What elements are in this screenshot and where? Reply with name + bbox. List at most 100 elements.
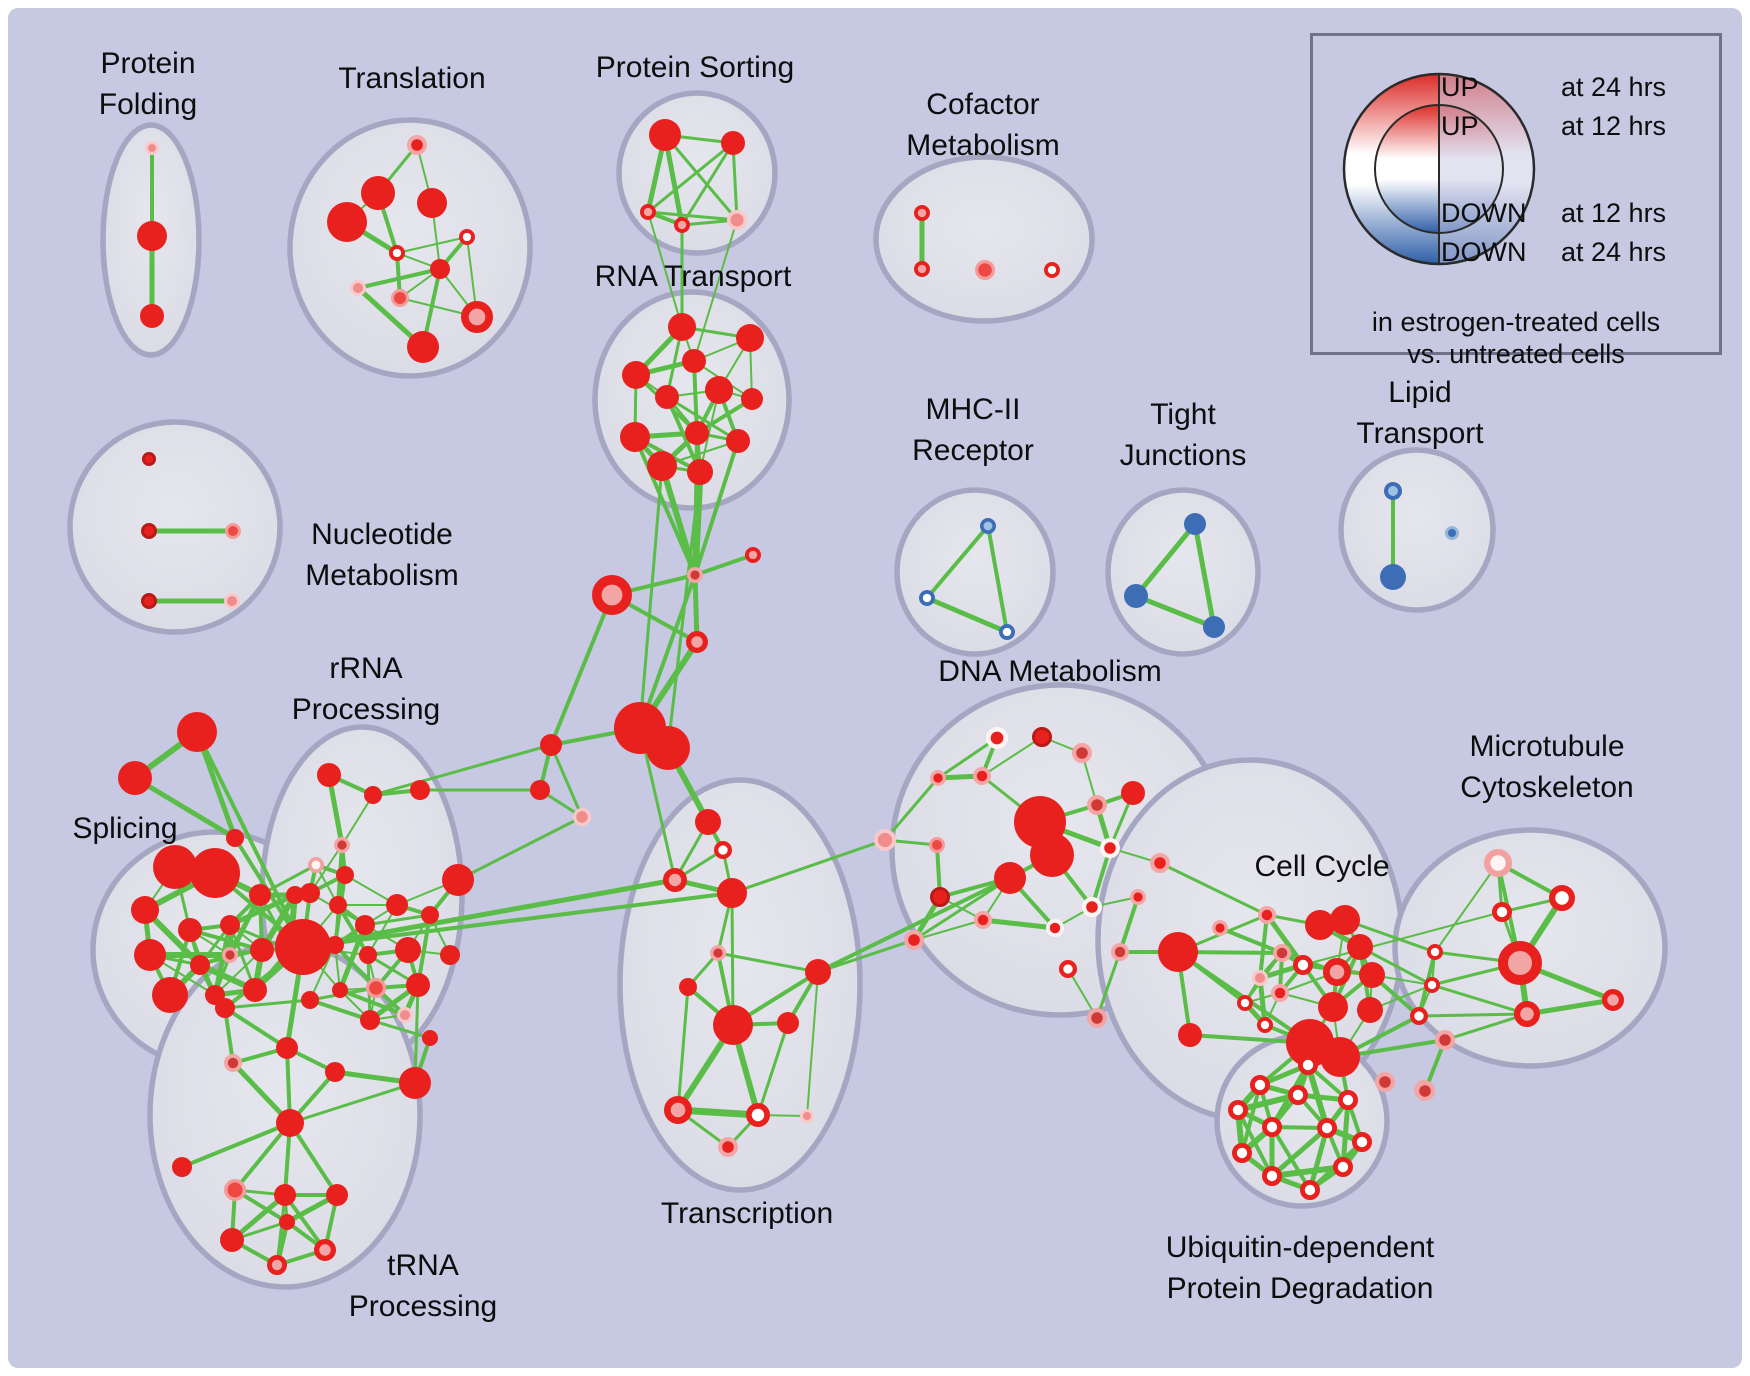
edge — [288, 1121, 339, 1197]
node-tx2 — [713, 840, 732, 859]
node-tr2 — [118, 761, 152, 795]
cluster-label-tj: Tight — [1150, 398, 1216, 431]
node-rt7 — [741, 388, 763, 410]
edge — [308, 998, 372, 1022]
edge — [1307, 1125, 1330, 1193]
node-cc19 — [1424, 976, 1441, 993]
node-rt8 — [620, 422, 650, 452]
edge — [1090, 846, 1112, 909]
legend-dir-up24: UP — [1441, 72, 1479, 102]
node-cc14 — [1318, 992, 1348, 1022]
node-rt6 — [655, 385, 679, 409]
node-dn17 — [1130, 888, 1147, 905]
node-sp13 — [243, 978, 267, 1002]
legend-time-down24: at 24 hrs — [1561, 237, 1667, 267]
edge — [665, 395, 740, 443]
node-tn8 — [274, 1184, 296, 1206]
legend-dir-up12: UP — [1441, 111, 1479, 141]
node-rr3 — [410, 780, 430, 800]
node-tj3 — [1203, 616, 1225, 638]
node-rt3 — [622, 361, 650, 389]
node-lp2 — [1445, 526, 1459, 540]
edge — [924, 595, 1010, 635]
node-dn2 — [1032, 727, 1052, 747]
node-cc3 — [1293, 955, 1314, 976]
node-tx14 — [717, 1136, 738, 1157]
legend-dir-down12: DOWN — [1441, 198, 1527, 228]
node-mt3 — [1492, 902, 1513, 923]
cluster-ellipse-tx — [617, 777, 863, 1193]
edge — [692, 572, 700, 645]
cluster-ellipse-cf — [873, 154, 1095, 324]
edge — [680, 141, 735, 227]
node-tx9 — [713, 1005, 753, 1045]
legend-time-up12: at 12 hrs — [1561, 111, 1667, 141]
edge — [981, 736, 1043, 777]
node-rt9 — [685, 421, 709, 445]
node-sp4 — [178, 918, 202, 942]
edge — [1417, 1012, 1529, 1018]
node-dn18 — [1111, 943, 1130, 962]
edge — [371, 743, 553, 797]
node-sp1 — [153, 845, 197, 889]
node-rrH — [275, 919, 331, 975]
cluster-label-lp: Transport — [1356, 417, 1484, 450]
node-lp1 — [1384, 481, 1403, 500]
node-tl9 — [391, 289, 409, 307]
node-cn3 — [573, 808, 592, 827]
node-tx1 — [695, 809, 721, 835]
node-cc1 — [1258, 906, 1277, 925]
node-rr4 — [333, 836, 350, 853]
node-ub11 — [1300, 1180, 1321, 1201]
node-cc20 — [1410, 1006, 1429, 1025]
legend-dir-down24: DOWN — [1441, 237, 1527, 267]
edge — [936, 736, 999, 780]
node-tx10 — [777, 1012, 799, 1034]
node-rt2 — [736, 324, 764, 352]
edge — [1524, 997, 1616, 1017]
node-tn12 — [266, 1255, 287, 1276]
cluster-ellipse-tj — [1105, 487, 1261, 657]
cluster-label-rt: RNA Transport — [595, 260, 792, 293]
edge — [1118, 895, 1140, 954]
cluster-ellipse-lp — [1338, 447, 1496, 613]
node-tn5 — [399, 1067, 431, 1099]
node-mt5 — [1602, 989, 1625, 1012]
node-ub9 — [1232, 1143, 1253, 1164]
node-cn2 — [530, 780, 550, 800]
legend-updown-glyph — [1342, 72, 1536, 266]
edge — [1095, 950, 1122, 1020]
node-dn13 — [930, 887, 950, 907]
cluster-label-ub: Ubiquitin-dependent — [1166, 1231, 1435, 1264]
node-cc9 — [1305, 910, 1335, 940]
cluster-ellipses — [67, 90, 1668, 1290]
cluster-label-rr: Processing — [292, 693, 440, 726]
edge — [699, 389, 720, 473]
node-rr12 — [442, 864, 474, 896]
node-tx11 — [663, 1095, 692, 1124]
node-rr21 — [360, 1010, 380, 1030]
node-sp10 — [250, 938, 274, 962]
node-nm5 — [224, 593, 240, 609]
node-dn24 — [1178, 1023, 1202, 1047]
edge — [300, 877, 678, 950]
node-pf3 — [140, 304, 164, 328]
node-tn9 — [326, 1184, 348, 1206]
node-dn12 — [994, 862, 1026, 894]
node-sp3 — [131, 896, 159, 924]
node-rr19 — [332, 982, 348, 998]
node-rr17 — [440, 945, 460, 965]
cluster-label-mt: Cytoskeleton — [1460, 771, 1633, 804]
node-dn11 — [1030, 833, 1074, 877]
node-ub2 — [1250, 1075, 1271, 1096]
edge — [1343, 918, 1437, 954]
node-dn5 — [929, 769, 946, 786]
node-tx3 — [663, 868, 688, 893]
node-cc10 — [1330, 905, 1360, 935]
edge — [986, 524, 1009, 634]
edge — [1269, 1125, 1330, 1179]
edge — [337, 922, 368, 993]
node-dnH — [1158, 932, 1198, 972]
